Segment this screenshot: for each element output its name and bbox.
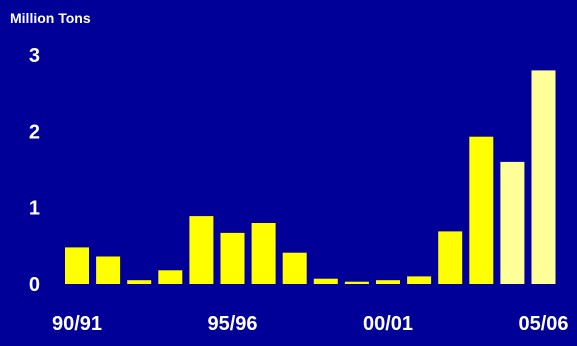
y-axis-label: Million Tons bbox=[10, 10, 91, 26]
bar-01-02 bbox=[407, 276, 432, 284]
bar-98-99 bbox=[313, 278, 338, 284]
bar-92-93 bbox=[127, 280, 152, 284]
y-tick-labels: 0 1 2 3 bbox=[29, 45, 40, 296]
bar-90-91 bbox=[65, 247, 89, 284]
y-tick-label: 1 bbox=[29, 198, 40, 220]
bar-04-05 bbox=[500, 161, 525, 284]
bar-96-97 bbox=[251, 223, 276, 284]
bar-00-01 bbox=[376, 280, 400, 284]
bar-03-04 bbox=[469, 136, 494, 284]
bar-05-06 bbox=[531, 70, 556, 285]
x-tick-label: 00/01 bbox=[363, 313, 413, 335]
y-tick-label: 2 bbox=[29, 121, 40, 143]
bar-93-94 bbox=[158, 270, 183, 284]
bar-02-03 bbox=[438, 231, 463, 284]
bar-99-00 bbox=[344, 281, 369, 284]
x-tick-labels: 90/91 95/96 00/01 05/06 bbox=[52, 313, 569, 335]
x-tick-label: 90/91 bbox=[52, 313, 102, 335]
y-tick-label: 3 bbox=[29, 45, 40, 67]
x-tick-label: 95/96 bbox=[207, 313, 257, 335]
bar-94-95 bbox=[189, 216, 214, 284]
y-tick-label: 0 bbox=[29, 274, 40, 296]
bar-95-96 bbox=[220, 232, 245, 284]
x-tick-label: 05/06 bbox=[518, 313, 568, 335]
bar-91-92 bbox=[96, 256, 121, 284]
bar-97-98 bbox=[282, 252, 307, 284]
bars bbox=[65, 70, 556, 285]
